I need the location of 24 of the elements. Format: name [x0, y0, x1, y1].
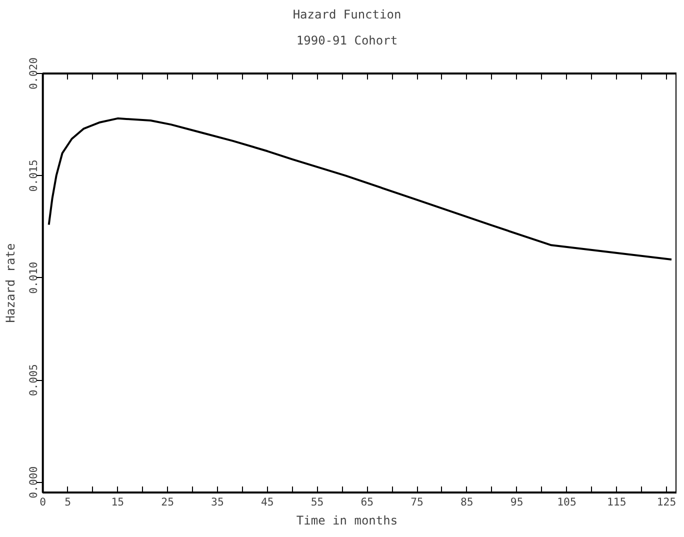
x-tick-label: 45 — [260, 496, 274, 509]
x-tick-label: 25 — [161, 496, 174, 509]
y-tick-label: 0.015 — [26, 160, 40, 192]
line-series — [48, 117, 673, 260]
chart-subtitle: 1990-91 Cohort — [296, 34, 398, 48]
x-tick-label: 15 — [111, 496, 124, 509]
x-tick-label: 0 — [40, 496, 46, 509]
x-tick-label: 95 — [510, 496, 524, 509]
x-tick-label: 85 — [460, 496, 474, 509]
x-axis-title: Time in months — [296, 514, 398, 528]
y-tick-label: 0.000 — [26, 466, 40, 498]
x-tick-label: 75 — [410, 496, 424, 509]
y-tick-label: 0.010 — [26, 262, 40, 294]
x-tick-label: 105 — [557, 496, 576, 509]
x-tick-label: 35 — [211, 496, 224, 509]
x-tick-label: 115 — [607, 496, 626, 509]
chart-title: Hazard Function — [292, 8, 402, 22]
x-tick-label: 125 — [656, 496, 676, 509]
y-tick-label: 0.020 — [26, 57, 40, 90]
y-tick-label: 0.005 — [26, 364, 40, 396]
x-tick-label: 55 — [310, 496, 324, 509]
x-tick-label: 5 — [64, 496, 72, 509]
x-tick-label: 65 — [360, 496, 374, 509]
y-axis-title: Hazard rate — [4, 243, 18, 323]
